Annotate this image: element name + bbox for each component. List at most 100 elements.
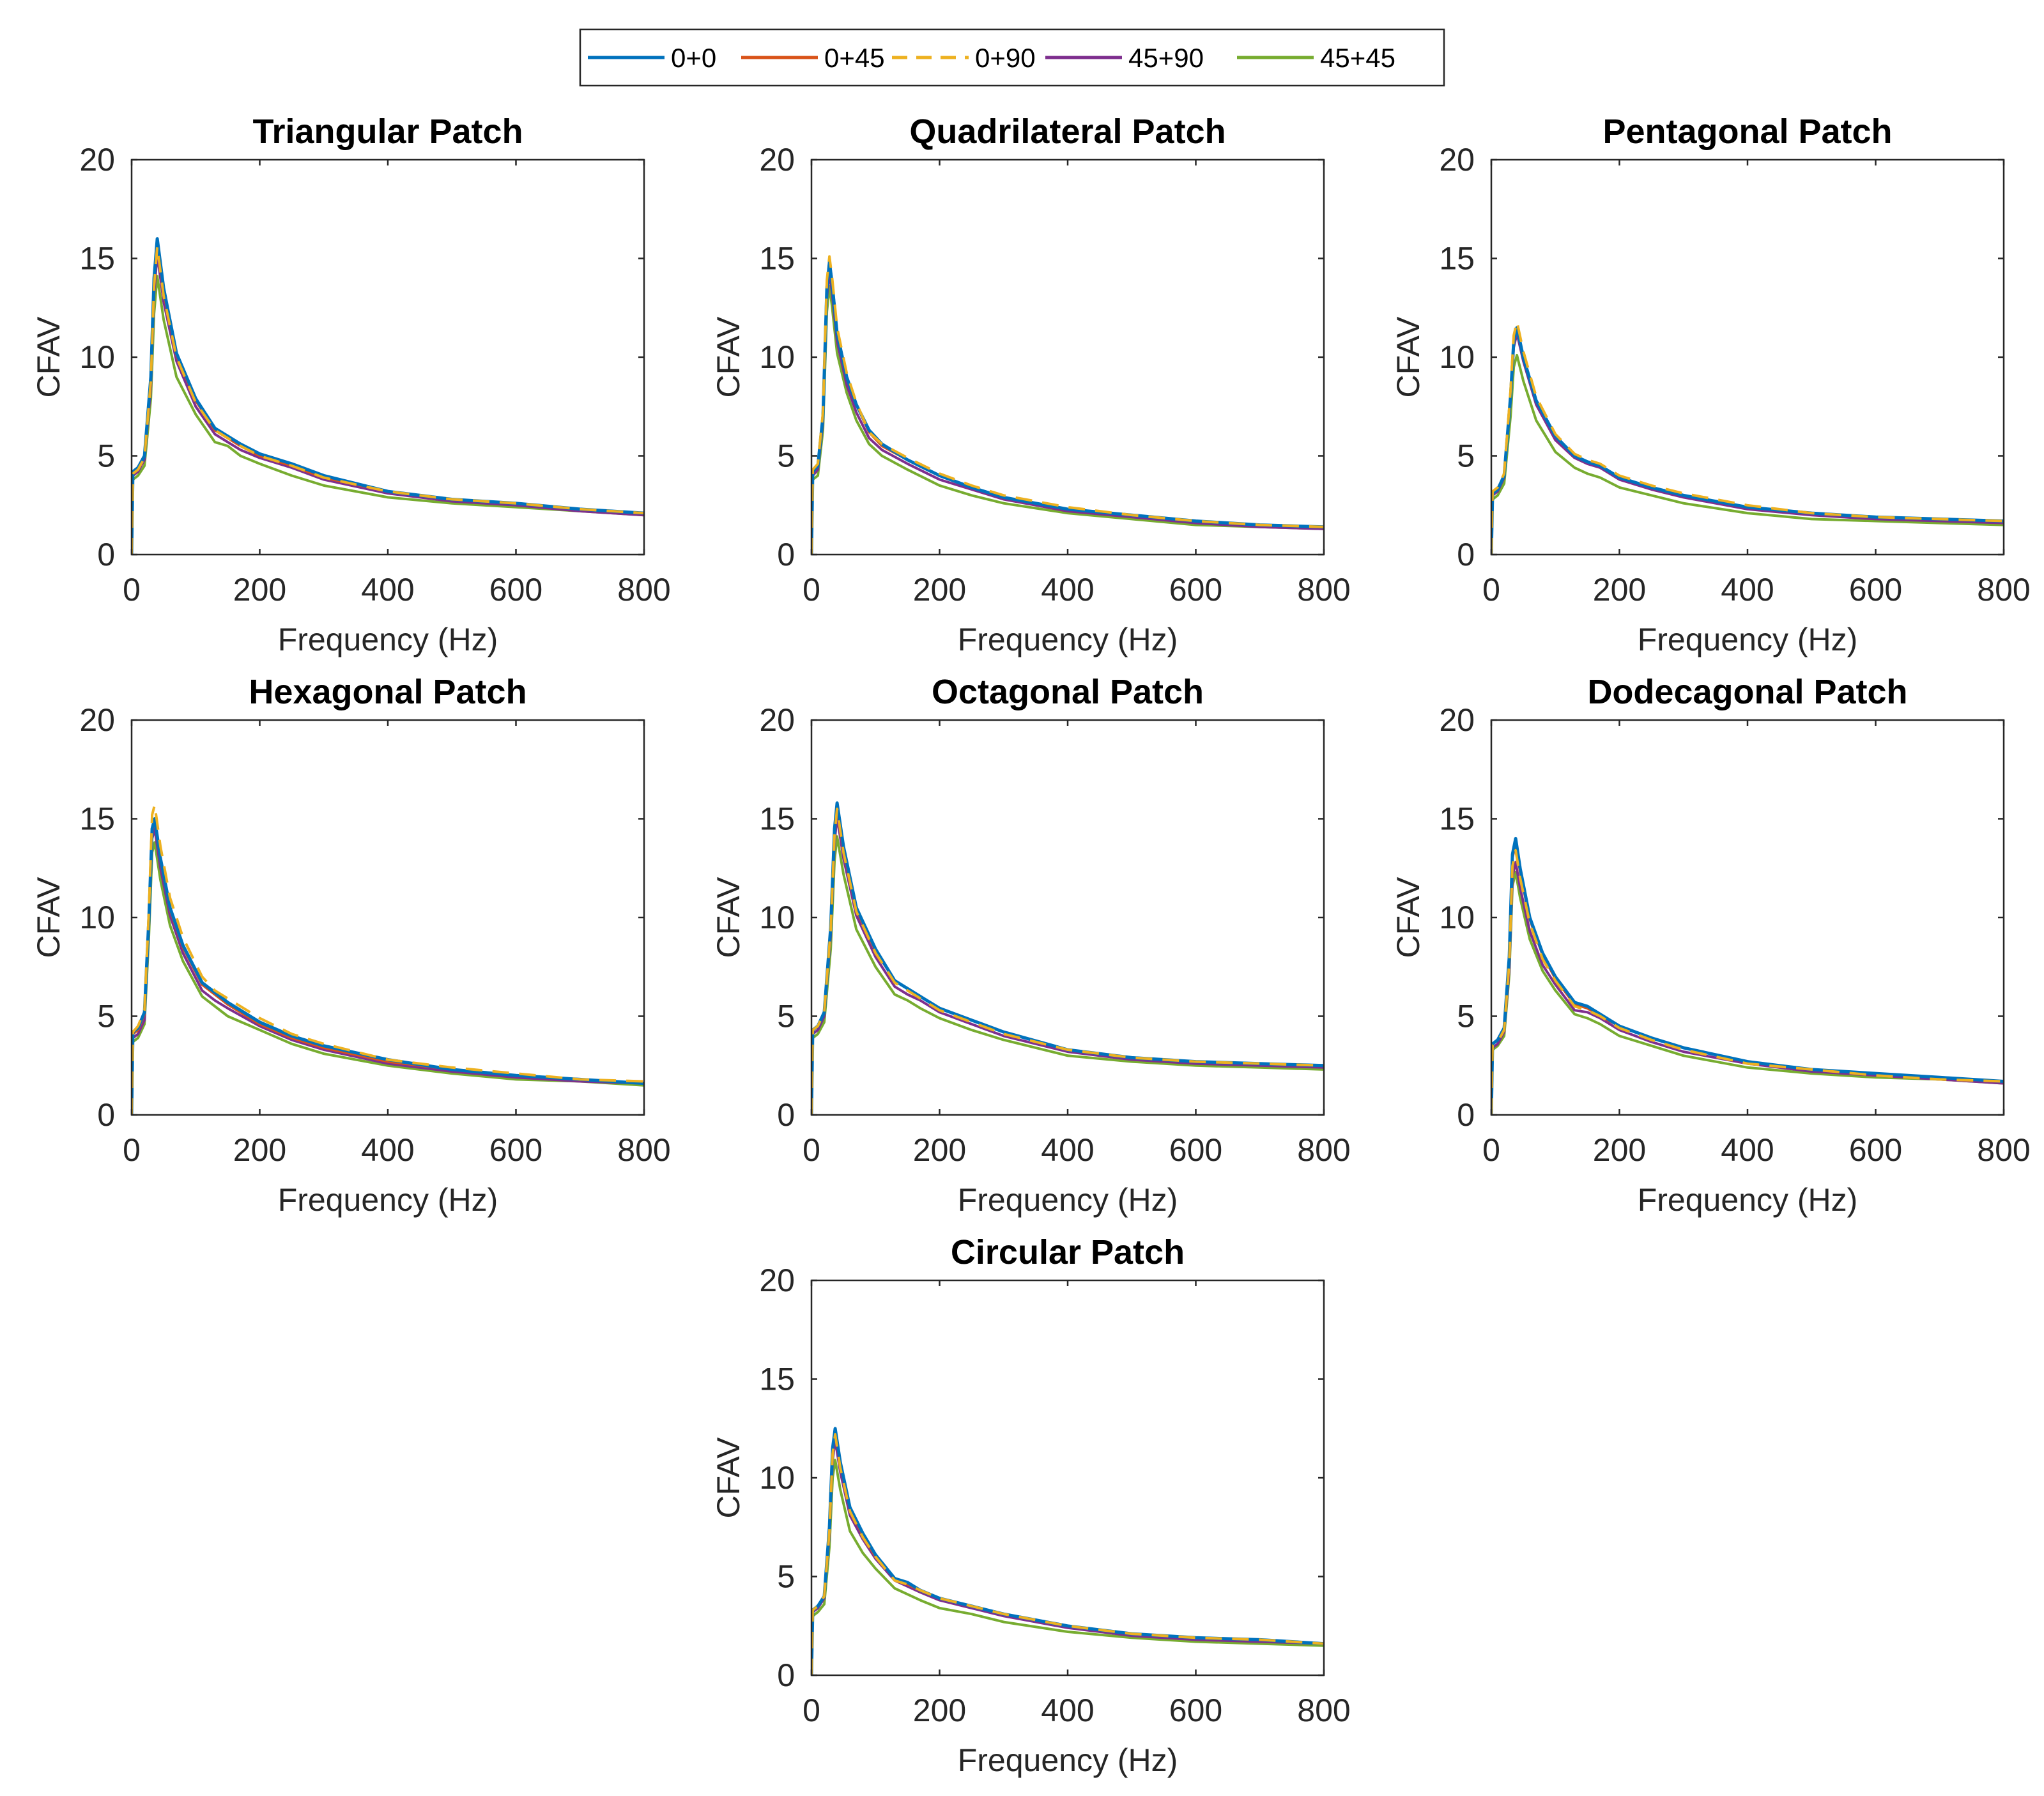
legend-entry-0-90: 0+90 [892,43,1036,73]
x-tick-label: 0 [1482,572,1500,608]
x-tick-label: 400 [361,572,414,608]
legend-entry-0-0: 0+0 [588,43,716,73]
y-tick-label: 5 [777,438,795,474]
y-tick-label: 0 [1457,1097,1475,1133]
x-tick-label: 800 [1977,572,2030,608]
y-tick-label: 20 [759,142,795,178]
series-line-0-90 [1491,848,2004,1115]
legend-entry-0-45: 0+45 [741,43,885,73]
y-tick-label: 15 [1439,241,1475,277]
y-tick-label: 15 [759,241,795,277]
legend-entry-45-90: 45+90 [1045,43,1204,73]
x-tick-label: 0 [803,572,820,608]
y-tick-label: 5 [777,1559,795,1595]
x-tick-label: 600 [1849,572,1902,608]
series-line-0-90 [1491,320,2004,555]
x-axis-label: Frequency (Hz) [958,1182,1178,1218]
legend-label: 45+90 [1128,43,1204,73]
x-tick-label: 0 [803,1692,820,1728]
x-tick-label: 400 [1041,1692,1094,1728]
y-tick-label: 5 [1457,438,1475,474]
y-tick-label: 15 [79,801,115,837]
series-line-0-90 [132,245,644,555]
y-tick-label: 0 [777,537,795,572]
legend-entry-45-45: 45+45 [1237,43,1395,73]
x-tick-label: 0 [803,1132,820,1168]
y-axis-label: CFAV [711,316,746,398]
x-axis-label: Frequency (Hz) [278,622,498,657]
x-tick-label: 600 [1169,572,1222,608]
y-tick-label: 0 [97,537,115,572]
y-tick-label: 10 [79,339,115,375]
chart-title: Hexagonal Patch [249,673,526,711]
x-tick-label: 200 [1593,572,1646,608]
x-tick-label: 200 [913,1132,966,1168]
y-tick-label: 15 [759,1362,795,1397]
x-axis-label: Frequency (Hz) [278,1182,498,1218]
y-tick-label: 20 [1439,142,1475,178]
y-axis-label: CFAV [1390,316,1426,398]
legend: 0+0 0+45 0+90 45+90 45+45 [579,28,1445,87]
chart-title: Triangular Patch [252,112,523,151]
chart-panel-octagonal-patch: 0 200 400 600 800 0 5 10 15 20 Octagonal Patch Freq… [711,673,1351,1218]
x-tick-label: 800 [1297,1692,1350,1728]
y-tick-label: 10 [1439,339,1475,375]
y-tick-label: 0 [1457,537,1475,572]
y-tick-label: 20 [759,1263,795,1298]
y-tick-label: 20 [759,702,795,738]
x-axis-label: Frequency (Hz) [1638,622,1858,657]
x-tick-label: 800 [617,1132,670,1168]
x-tick-label: 600 [1169,1692,1222,1728]
plot-area [132,160,644,555]
y-tick-label: 5 [97,999,115,1034]
x-tick-label: 400 [1721,572,1774,608]
y-axis-label: CFAV [31,877,66,958]
chart-title: Circular Patch [951,1233,1185,1271]
chart-panel-triangular-patch: 0 200 400 600 800 0 5 10 15 20 Triangular Patch Fre… [31,112,671,657]
x-tick-label: 600 [489,572,542,608]
y-tick-label: 10 [759,1460,795,1496]
chart-panel-hexagonal-patch: 0 200 400 600 800 0 5 10 15 20 Hexagonal Patch Freq… [31,673,671,1218]
y-tick-label: 20 [1439,702,1475,738]
chart-title: Octagonal Patch [932,673,1204,711]
x-tick-label: 600 [1169,1132,1222,1168]
x-tick-label: 0 [1482,1132,1500,1168]
y-tick-label: 15 [759,801,795,837]
legend-label: 0+45 [824,43,885,73]
x-tick-label: 800 [1297,572,1350,608]
series-line-0-90 [132,803,644,1115]
x-tick-label: 200 [233,572,286,608]
x-tick-label: 800 [617,572,670,608]
x-axis-label: Frequency (Hz) [958,1742,1178,1778]
chart-title: Pentagonal Patch [1602,112,1892,151]
x-tick-label: 0 [123,1132,141,1168]
plot-area [1491,720,2004,1115]
y-tick-label: 10 [1439,900,1475,935]
x-axis-label: Frequency (Hz) [958,622,1178,657]
x-tick-label: 200 [913,1692,966,1728]
y-tick-label: 10 [79,900,115,935]
x-tick-label: 400 [361,1132,414,1168]
series-line-0-90 [811,1433,1324,1675]
chart-title: Dodecagonal Patch [1587,673,1907,711]
x-tick-label: 400 [1041,1132,1094,1168]
x-tick-label: 800 [1977,1132,2030,1168]
y-tick-label: 5 [777,999,795,1034]
chart-title: Quadrilateral Patch [909,112,1226,151]
y-tick-label: 20 [79,142,115,178]
y-tick-label: 0 [777,1097,795,1133]
x-tick-label: 400 [1721,1132,1774,1168]
y-tick-label: 0 [777,1657,795,1693]
y-axis-label: CFAV [711,1437,746,1519]
chart-panel-circular-patch: 0 200 400 600 800 0 5 10 15 20 Circular Patch Frequ… [711,1233,1351,1778]
x-tick-label: 200 [913,572,966,608]
plot-area [811,1280,1324,1675]
plot-area [132,720,644,1115]
series-line-0-90 [811,808,1324,1115]
y-axis-label: CFAV [711,877,746,958]
x-tick-label: 200 [233,1132,286,1168]
y-axis-label: CFAV [31,316,66,398]
chart-panel-quadrilateral-patch: 0 200 400 600 800 0 5 10 15 20 Quadrilateral Patch… [711,112,1351,657]
x-tick-label: 600 [1849,1132,1902,1168]
